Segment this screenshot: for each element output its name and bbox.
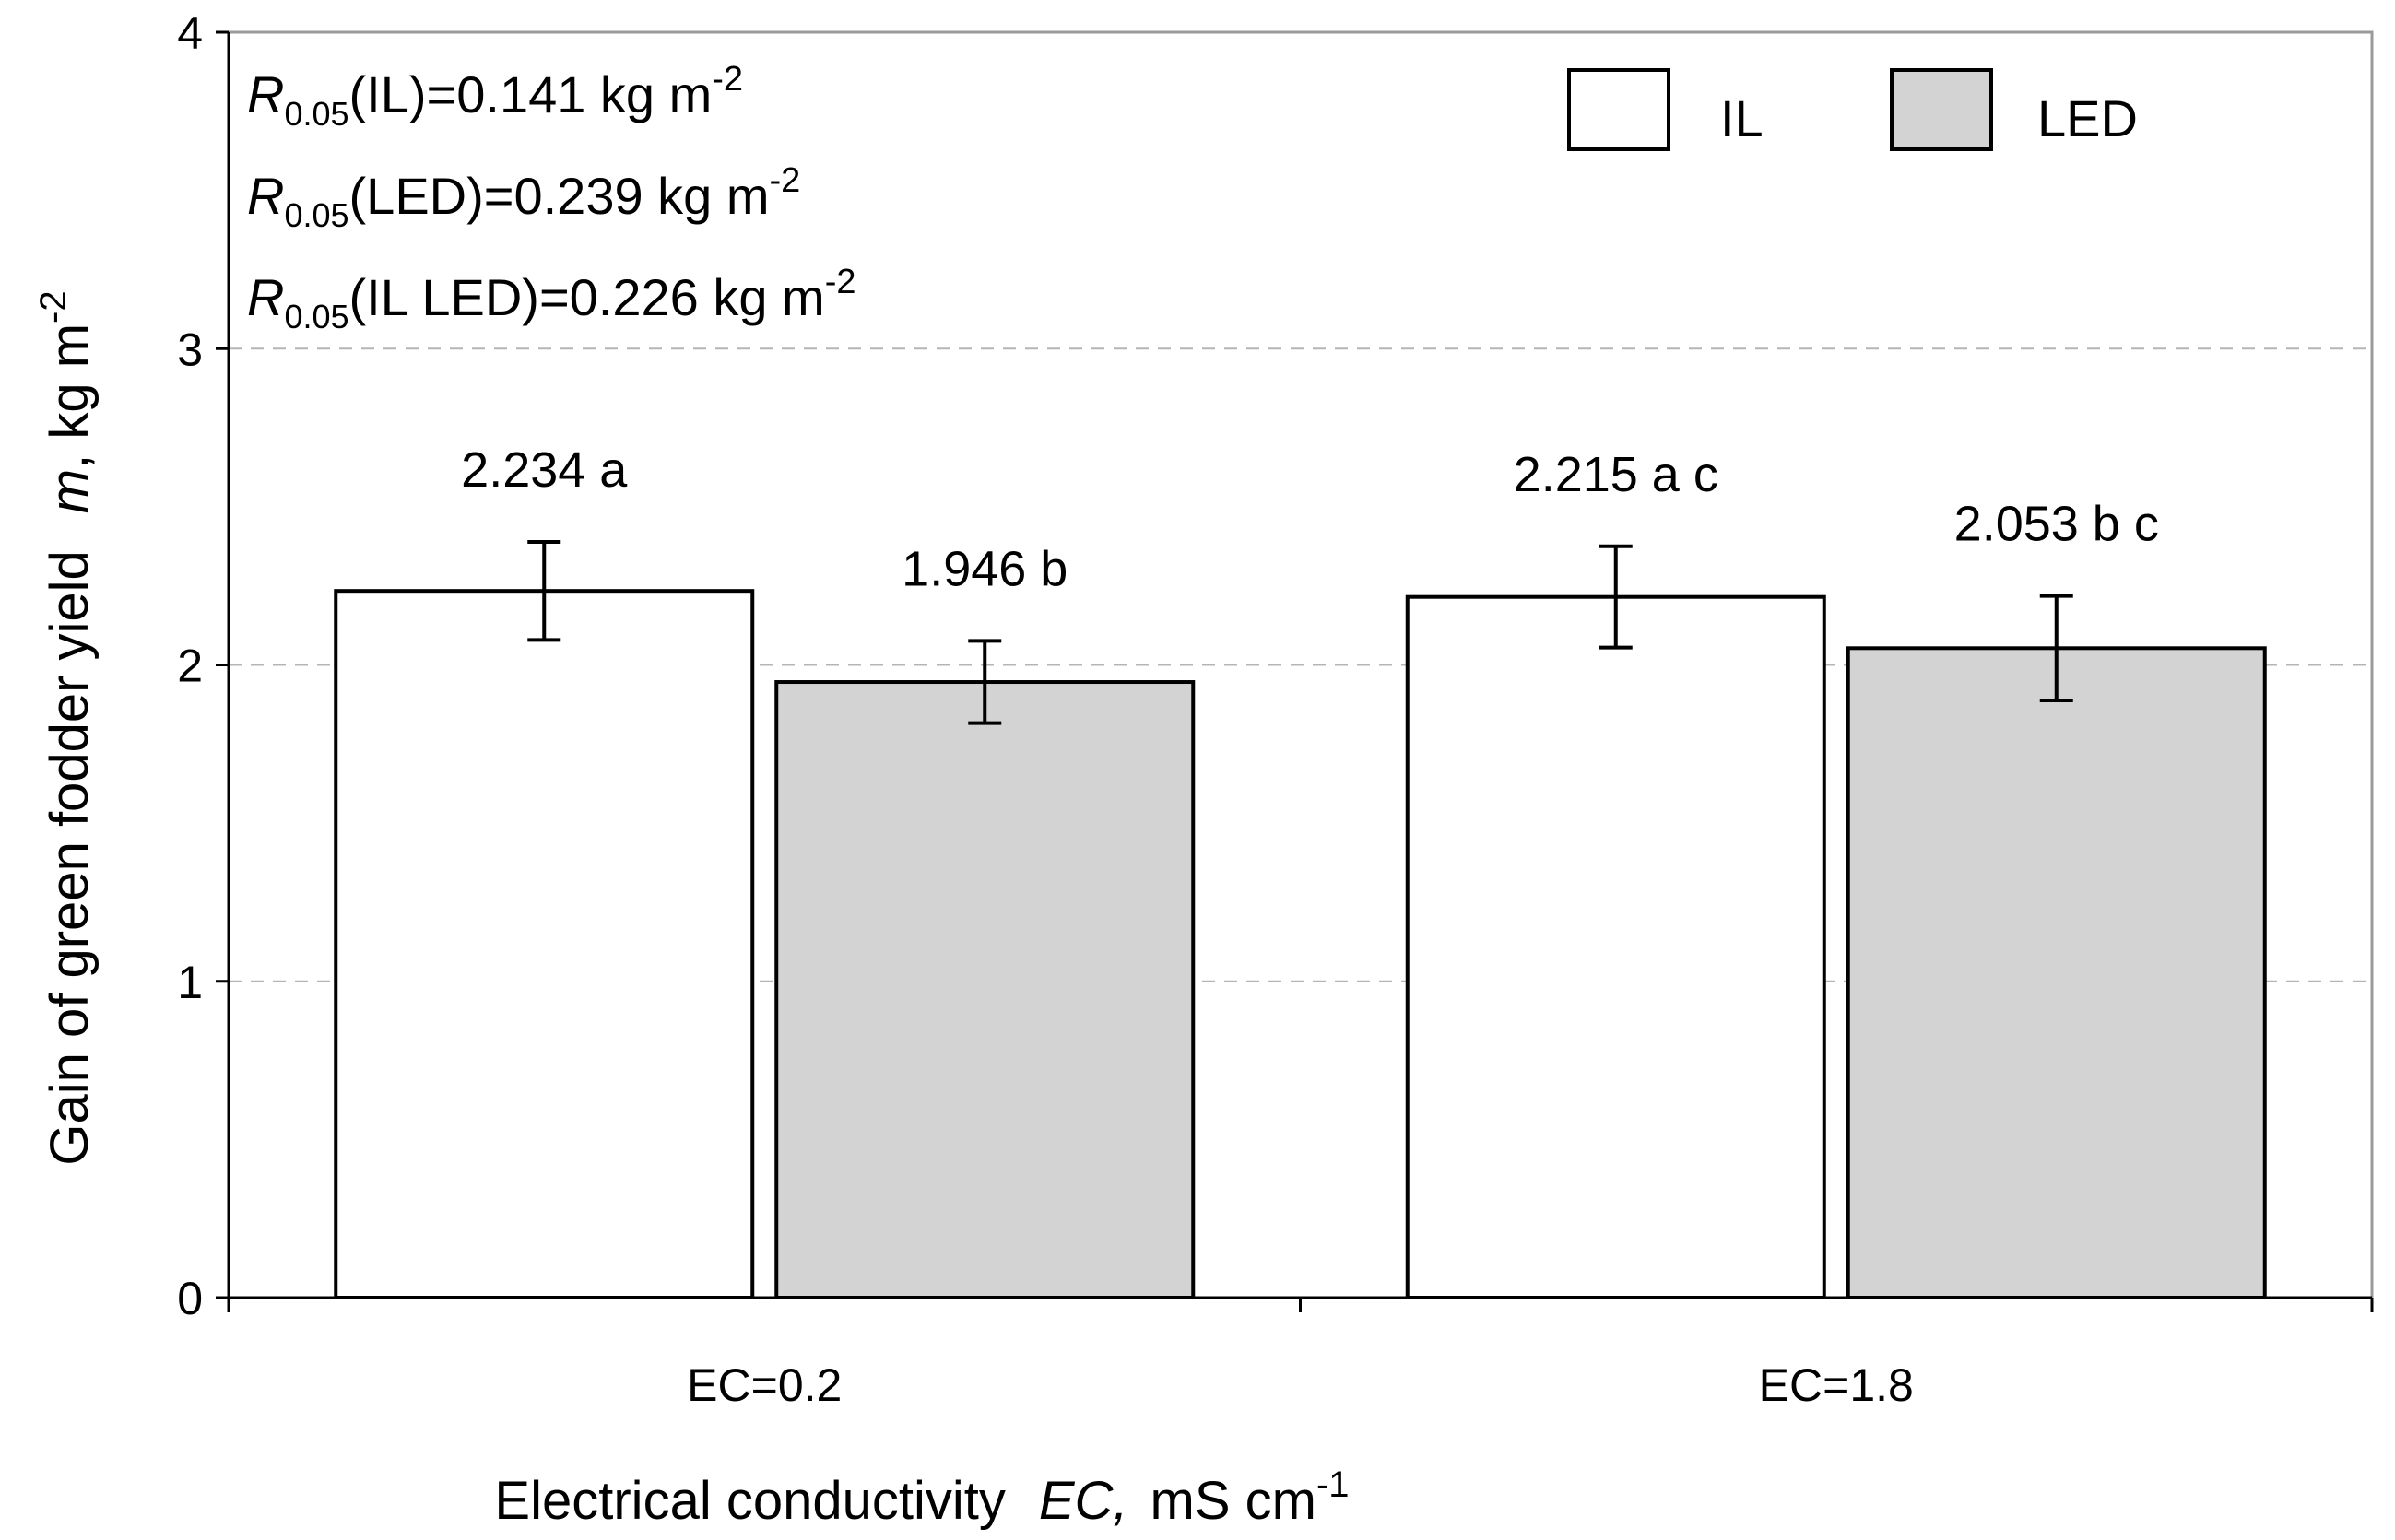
y-axis-title: Gain of green fodder yield m, kg m-2 xyxy=(33,290,100,1165)
bars: 2.234 a 1.946 b 2.215 a c 2.053 b c xyxy=(334,442,2267,1299)
annotation-r: R xyxy=(247,65,284,123)
annotation-line: R0.05(IL)=0.141 kg m-2 xyxy=(247,60,743,133)
y-axis-title-main: Gain of green fodder yield xyxy=(40,550,100,1165)
y-tick-label: 3 xyxy=(177,323,203,375)
annotation-sup: -2 xyxy=(825,263,856,301)
annotation-sub: 0.05 xyxy=(284,298,348,335)
x-axis-title-unit: mS cm xyxy=(1150,1471,1316,1531)
data-label: 2.053 b c xyxy=(1954,497,2159,552)
axes xyxy=(216,30,2374,1312)
y-axis-title-symbol: m xyxy=(40,469,100,513)
x-axis-title: Electrical conductivity EC, mS cm-1 xyxy=(494,1464,1349,1531)
x-tick-label: EC=0.2 xyxy=(687,1359,842,1411)
annotation-sup: -2 xyxy=(770,161,801,200)
annotation-r: R xyxy=(247,167,284,225)
annotation-text: (LED)=0.239 kg m xyxy=(349,167,770,225)
x-axis-title-main: Electrical conductivity xyxy=(494,1471,1005,1531)
legend-swatch-led xyxy=(1890,68,1993,151)
annotation-r: R xyxy=(247,268,284,326)
y-tick-label: 2 xyxy=(177,641,203,692)
annotations: R0.05(IL)=0.141 kg m-2 R0.05(LED)=0.239 … xyxy=(247,60,856,335)
bar-led-1 xyxy=(774,680,1196,1299)
x-axis-title-symbol: EC, xyxy=(1039,1471,1128,1531)
legend-label-il: IL xyxy=(1720,89,1764,147)
legend: IL LED xyxy=(1567,68,2138,151)
y-tick-label: 0 xyxy=(177,1273,203,1324)
data-label: 2.234 a xyxy=(461,442,628,498)
annotation-line: R0.05(IL LED)=0.226 kg m-2 xyxy=(247,263,856,335)
data-label: 1.946 b xyxy=(902,541,1068,596)
legend-label-led: LED xyxy=(2037,89,2138,147)
annotation-line: R0.05(LED)=0.239 kg m-2 xyxy=(247,161,800,234)
tick-labels: 0 1 2 3 4 EC=0.2 EC=1.8 xyxy=(177,7,1914,1411)
annotation-text: (IL LED)=0.226 kg m xyxy=(349,268,825,326)
data-label: 2.215 a c xyxy=(1514,447,1718,502)
annotation-sup: -2 xyxy=(712,60,743,99)
y-axis-title-unit-sup: -2 xyxy=(33,290,74,323)
y-tick-label: 4 xyxy=(177,7,203,59)
x-axis-title-unit-sup: -1 xyxy=(1316,1464,1350,1505)
bar-led-2 xyxy=(1846,646,2267,1299)
x-tick-label: EC=1.8 xyxy=(1759,1359,1914,1411)
annotation-sub: 0.05 xyxy=(284,95,348,133)
y-axis-title-unit: , kg m xyxy=(40,323,100,469)
y-tick-label: 1 xyxy=(177,957,203,1008)
annotation-sub: 0.05 xyxy=(284,196,348,234)
bar-il-1 xyxy=(334,589,755,1299)
legend-swatch-il xyxy=(1567,68,1670,151)
annotation-text: (IL)=0.141 kg m xyxy=(349,65,713,123)
bar-il-2 xyxy=(1405,594,1826,1299)
